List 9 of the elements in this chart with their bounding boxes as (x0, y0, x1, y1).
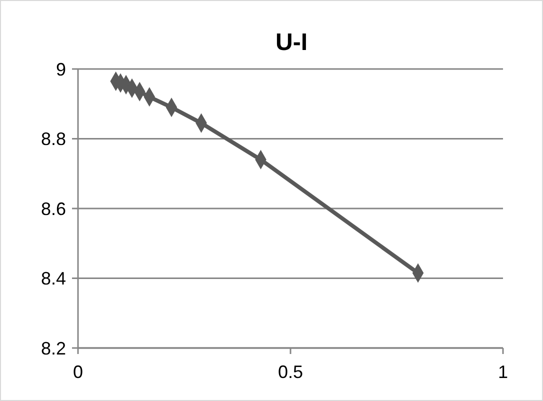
x-tick-label: 0.5 (278, 362, 304, 382)
y-tick-label: 8.2 (40, 338, 66, 358)
y-tick-label: 8.4 (40, 268, 66, 289)
y-tick-label: 9 (56, 59, 66, 80)
x-tick-label: 1 (498, 362, 508, 382)
y-tick-label: 8.6 (40, 198, 66, 219)
y-tick-label: 8.8 (40, 129, 66, 150)
x-tick-label: 0 (72, 362, 84, 382)
chart-title: U-I (276, 29, 308, 56)
